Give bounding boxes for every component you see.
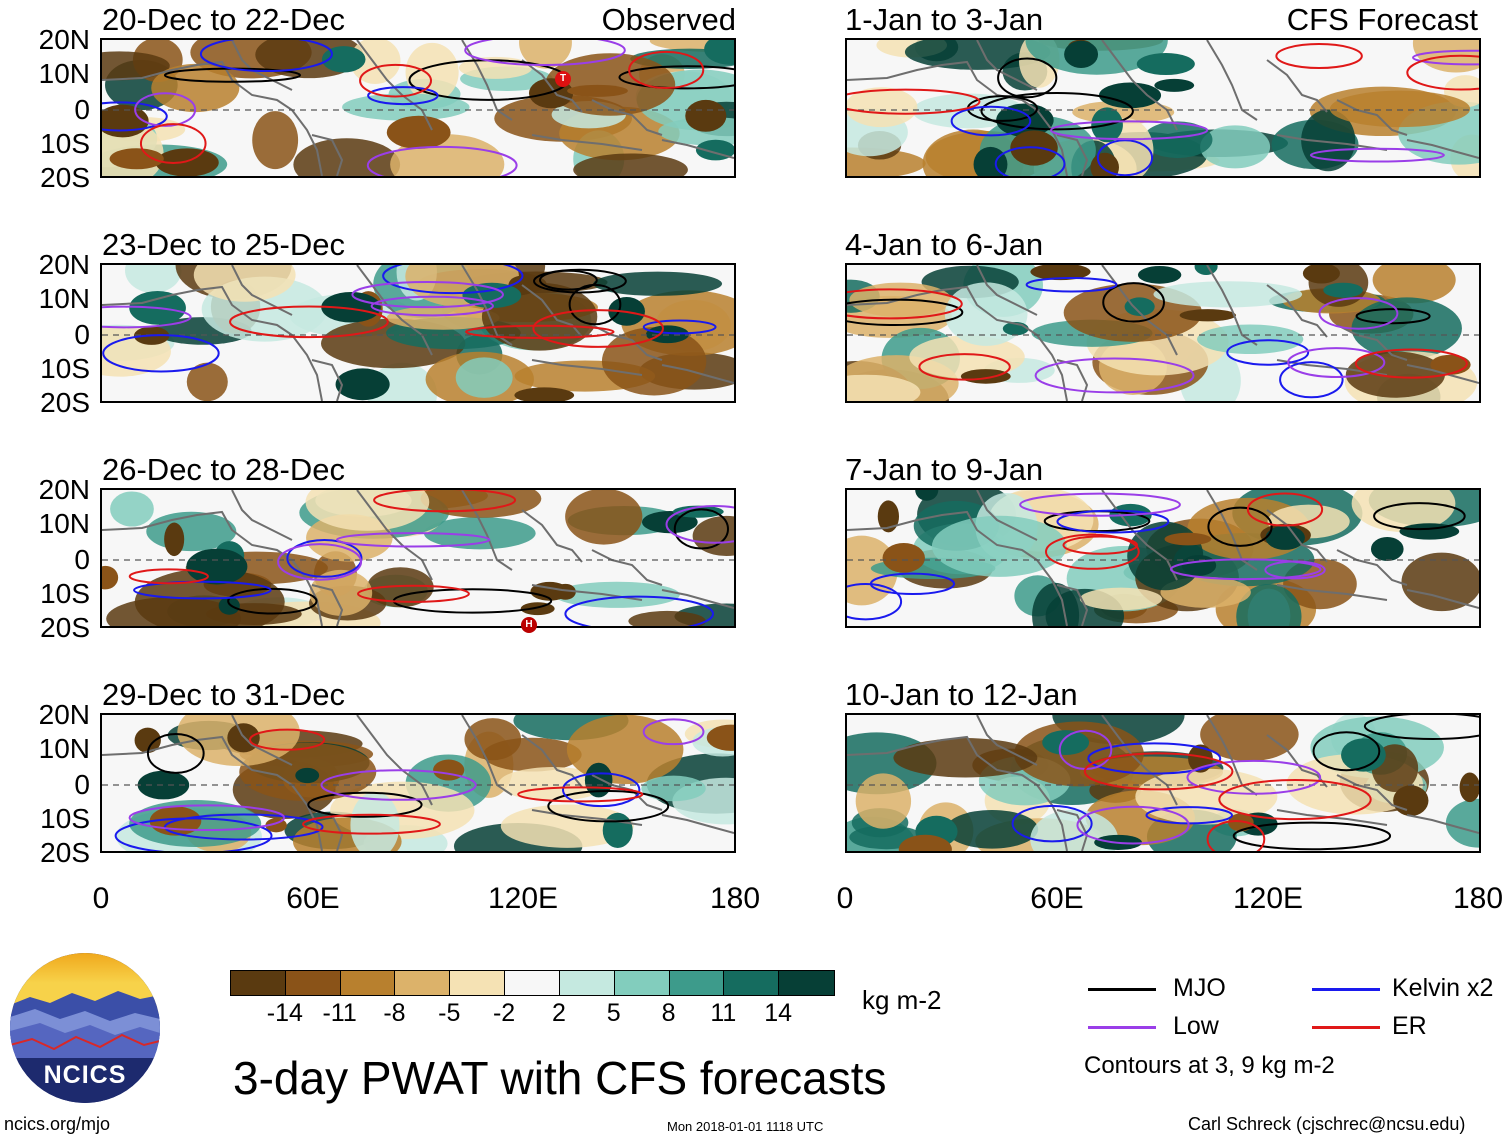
lon-label-obs-120e: 120E	[487, 882, 559, 915]
colorbar-units: kg m-2	[862, 985, 942, 1015]
ncics-logo-text: NCICS	[43, 1061, 127, 1089]
colorbar-tick-label: 8	[661, 999, 676, 1027]
pwat-map-fcst-1	[847, 40, 1479, 176]
storm-marker-obs-1: T	[555, 71, 571, 87]
lat-label: 20S	[40, 387, 90, 418]
colorbar-swatch	[614, 971, 670, 995]
legend-label-er: ER	[1392, 1012, 1427, 1040]
map-panel-fcst-2	[845, 263, 1481, 403]
map-panel-fcst-3	[845, 488, 1481, 628]
lat-label: 10S	[40, 803, 90, 834]
map-panel-fcst-4	[845, 713, 1481, 853]
colorbar-swatch	[559, 971, 615, 995]
pwat-map-obs-3	[102, 490, 734, 626]
map-panel-fcst-1	[845, 38, 1481, 178]
footer-author: Carl Schreck (cjschrec@ncsu.edu)	[1188, 1114, 1466, 1134]
figure-title: 3-day PWAT with CFS forecasts	[233, 1052, 887, 1104]
colorbar-swatch	[285, 971, 341, 995]
colorbar-tick-label: 2	[551, 999, 566, 1027]
colorbar-swatch	[505, 971, 560, 995]
legend-line-er	[1312, 1026, 1380, 1029]
colorbar-swatch	[669, 971, 725, 995]
map-panel-obs-2	[100, 263, 736, 403]
lon-label-fcst-180: 180	[1452, 882, 1504, 915]
lat-label: 10S	[40, 353, 90, 384]
colorbar-swatch	[724, 971, 780, 995]
colorbar-swatch	[340, 971, 396, 995]
legend-line-mjo	[1088, 988, 1156, 991]
colorbar-tick-label: 5	[606, 999, 621, 1027]
colorbar-tick-label: -5	[438, 999, 461, 1027]
panel-title-obs-3: 26-Dec to 28-Dec	[102, 452, 345, 487]
colorbar-swatch	[231, 971, 286, 995]
panel-title-fcst-3: 7-Jan to 9-Jan	[845, 452, 1044, 487]
panel-title-obs-1: 20-Dec to 22-Dec	[102, 2, 345, 37]
colorbar-tick-label: 11	[710, 999, 737, 1027]
pwat-map-fcst-3	[847, 490, 1479, 626]
colorbar-tick-label: -2	[492, 999, 516, 1027]
storm-marker-obs-3: H	[521, 617, 537, 633]
pwat-map-fcst-4	[847, 715, 1479, 851]
lat-label: 20N	[38, 474, 90, 505]
lat-label: 10N	[38, 508, 90, 539]
lon-label-fcst-0: 0	[836, 882, 854, 915]
colorbar-swatch	[779, 971, 834, 995]
footer-timestamp: Mon 2018-01-01 1118 UTC	[667, 1119, 824, 1134]
pwat-map-fcst-2	[847, 265, 1479, 401]
lat-label: 20N	[38, 699, 90, 730]
map-panel-obs-1	[100, 38, 736, 178]
lat-label: 20S	[40, 837, 90, 868]
lon-label-obs-180: 180	[709, 882, 761, 915]
pwat-map-obs-2	[102, 265, 734, 401]
panel-title-fcst-4: 10-Jan to 12-Jan	[845, 677, 1078, 712]
colorbar-tick-label: -8	[383, 999, 406, 1027]
map-panel-obs-4	[100, 713, 736, 853]
legend-line-low	[1088, 1026, 1156, 1029]
lat-label: 10N	[38, 58, 90, 89]
lat-label: 20N	[38, 249, 90, 280]
map-panel-obs-3	[100, 488, 736, 628]
lat-label: 10N	[38, 283, 90, 314]
lat-label: 10S	[40, 128, 90, 159]
colorbar-tick-label: -14	[266, 999, 303, 1027]
legend-label-kelvin: Kelvin x2	[1392, 974, 1494, 1002]
lat-label: 0	[74, 769, 90, 800]
lat-label: 0	[74, 94, 90, 125]
lat-label: 0	[74, 319, 90, 350]
panel-title-fcst-1: 1-Jan to 3-Jan	[845, 2, 1044, 37]
forecast-header: CFS Forecast	[1286, 2, 1478, 37]
observed-header: Observed	[601, 2, 736, 37]
lat-label: 20N	[38, 24, 90, 55]
lon-label-fcst-120e: 120E	[1232, 882, 1304, 915]
lon-label-obs-0: 0	[92, 882, 110, 915]
colorbar-swatch	[395, 971, 451, 995]
panel-title-fcst-2: 4-Jan to 6-Jan	[845, 227, 1044, 262]
panel-title-obs-4: 29-Dec to 31-Dec	[102, 677, 345, 712]
pwat-map-obs-4	[102, 715, 734, 851]
lon-label-obs-60e: 60E	[286, 882, 340, 915]
lat-label: 10S	[40, 578, 90, 609]
lat-label: 0	[74, 544, 90, 575]
ncics-logo: NCICS	[10, 953, 160, 1103]
colorbar	[230, 970, 835, 996]
colorbar-tick-label: 14	[764, 999, 793, 1027]
colorbar-tick-label: -11	[322, 999, 357, 1027]
lat-label: 20S	[40, 162, 90, 193]
legend-line-kelvin	[1312, 988, 1380, 991]
legend-label-low: Low	[1173, 1012, 1219, 1040]
footer-url: ncics.org/mjo	[4, 1114, 111, 1134]
legend-note: Contours at 3, 9 kg m-2	[1084, 1052, 1335, 1079]
lat-label: 20S	[40, 612, 90, 643]
pwat-map-obs-1	[102, 40, 734, 176]
panel-title-obs-2: 23-Dec to 25-Dec	[102, 227, 345, 262]
lat-label: 10N	[38, 733, 90, 764]
lon-label-fcst-60e: 60E	[1030, 882, 1084, 915]
colorbar-swatch	[450, 971, 506, 995]
legend-label-mjo: MJO	[1173, 974, 1226, 1002]
